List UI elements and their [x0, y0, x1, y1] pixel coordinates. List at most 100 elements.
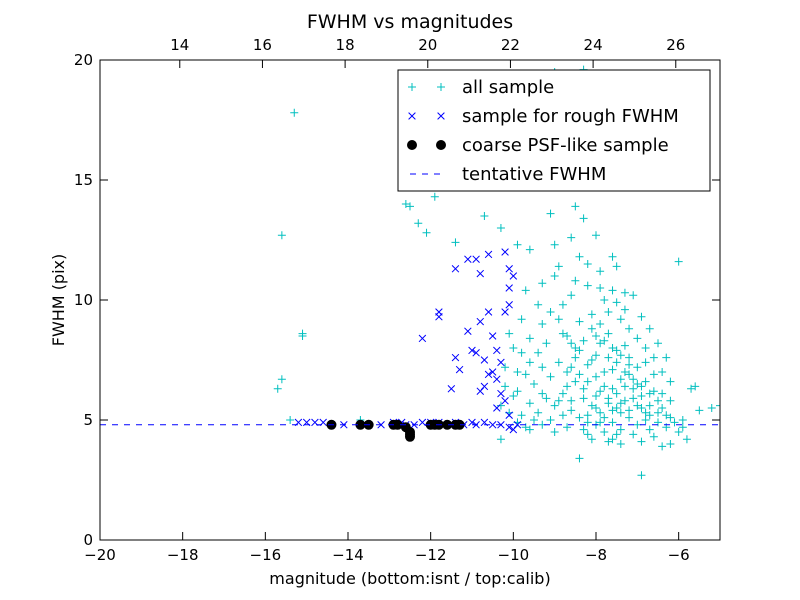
- legend-marker: [408, 112, 416, 120]
- data-point: [612, 262, 621, 271]
- data-point: [567, 363, 576, 372]
- data-point: [695, 406, 704, 415]
- data-point: [513, 387, 522, 396]
- data-point: [662, 411, 671, 420]
- data-point: [645, 324, 654, 333]
- data-point: [546, 308, 555, 316]
- data-point: [658, 442, 667, 451]
- data-point: [546, 372, 555, 381]
- data-point: [612, 389, 621, 398]
- data-point: [592, 372, 600, 381]
- data-point: [451, 238, 460, 247]
- data-point: [513, 368, 522, 376]
- data-point: [530, 380, 538, 388]
- data-point: [600, 336, 609, 345]
- data-point: [472, 255, 480, 263]
- y-axis-label: FWHM (pix): [49, 254, 68, 347]
- data-point: [616, 375, 625, 384]
- legend-label: all sample: [462, 77, 554, 98]
- data-point: [525, 358, 534, 367]
- data-point: [554, 358, 563, 367]
- data-point: [414, 219, 423, 228]
- data-point: [401, 200, 410, 208]
- data-point: [596, 267, 605, 276]
- legend-label: coarse PSF-like sample: [462, 135, 669, 156]
- data-point: [633, 420, 642, 429]
- data-point: [633, 401, 642, 410]
- axis-layer: −20 −18 −16 −14 −12 −10 −8 −6 14 16 18 20 22 24 26 0 5 10…: [74, 36, 720, 564]
- data-point: [596, 339, 605, 348]
- data-point: [604, 399, 613, 408]
- data-point: [596, 418, 605, 427]
- x-tick-label: −6: [668, 546, 690, 564]
- data-point: [600, 428, 609, 436]
- data-point: [554, 396, 563, 405]
- data-point: [455, 365, 464, 374]
- data-point: [480, 356, 489, 364]
- data-point: [707, 404, 716, 412]
- data-point: [525, 399, 534, 408]
- data-point: [451, 265, 460, 273]
- data-point: [687, 384, 696, 393]
- data-point: [277, 231, 286, 240]
- data-point: [616, 440, 625, 448]
- data-point: [666, 396, 675, 405]
- data-point: [620, 382, 629, 391]
- y-tick-label: 0: [83, 531, 93, 549]
- data-point: [620, 305, 629, 314]
- top-x-tick-label: 14: [170, 36, 189, 54]
- data-point: [666, 440, 675, 448]
- data-point: [298, 332, 307, 340]
- legend-label: tentative FWHM: [462, 164, 606, 185]
- top-x-tick-label: 22: [501, 36, 520, 54]
- data-point: [563, 382, 572, 391]
- data-point: [616, 425, 625, 434]
- data-point: [534, 300, 543, 309]
- data-point: [583, 430, 592, 439]
- data-point: [592, 332, 600, 340]
- data-point: [542, 339, 551, 348]
- x-tick-label: −20: [84, 546, 116, 564]
- data-point: [558, 411, 567, 420]
- data-point: [666, 377, 675, 386]
- data-point: [550, 272, 559, 280]
- data-point: [468, 346, 476, 355]
- data-point: [493, 346, 501, 355]
- data-point: [505, 265, 513, 273]
- data-point: [277, 375, 286, 384]
- data-point: [678, 416, 687, 424]
- legend-marker: [436, 140, 446, 150]
- data-point: [488, 368, 497, 376]
- data-point: [505, 329, 514, 338]
- x-axis-label: magnitude (bottom:isnt / top:calib): [269, 569, 550, 588]
- data-point: [620, 341, 629, 350]
- legend-items: all sample sample for rough FWHM coarse PS…: [407, 77, 679, 185]
- data-point: [583, 281, 592, 290]
- data-point: [567, 396, 576, 405]
- data-point: [649, 353, 658, 362]
- data-point: [501, 382, 510, 391]
- data-point: [645, 401, 654, 410]
- data-point: [625, 406, 634, 415]
- data-point: [571, 276, 580, 285]
- data-point: [596, 320, 605, 328]
- data-point: [596, 387, 605, 396]
- chart-title: FWHM vs magnitudes: [307, 11, 513, 33]
- data-point: [666, 413, 675, 422]
- data-point: [608, 286, 617, 295]
- data-point: [583, 377, 592, 386]
- data-point: [654, 396, 662, 405]
- data-point: [637, 437, 646, 446]
- data-point: [550, 428, 559, 436]
- data-point: [608, 435, 617, 444]
- data-point: [633, 363, 642, 372]
- y-tick-label: 20: [74, 51, 93, 69]
- data-point: [538, 389, 547, 398]
- data-point: [637, 312, 646, 321]
- data-point: [493, 375, 501, 383]
- data-point: [550, 240, 559, 249]
- data-point: [534, 348, 543, 357]
- data-point: [558, 300, 567, 309]
- data-point: [554, 315, 563, 324]
- data-point: [633, 380, 642, 388]
